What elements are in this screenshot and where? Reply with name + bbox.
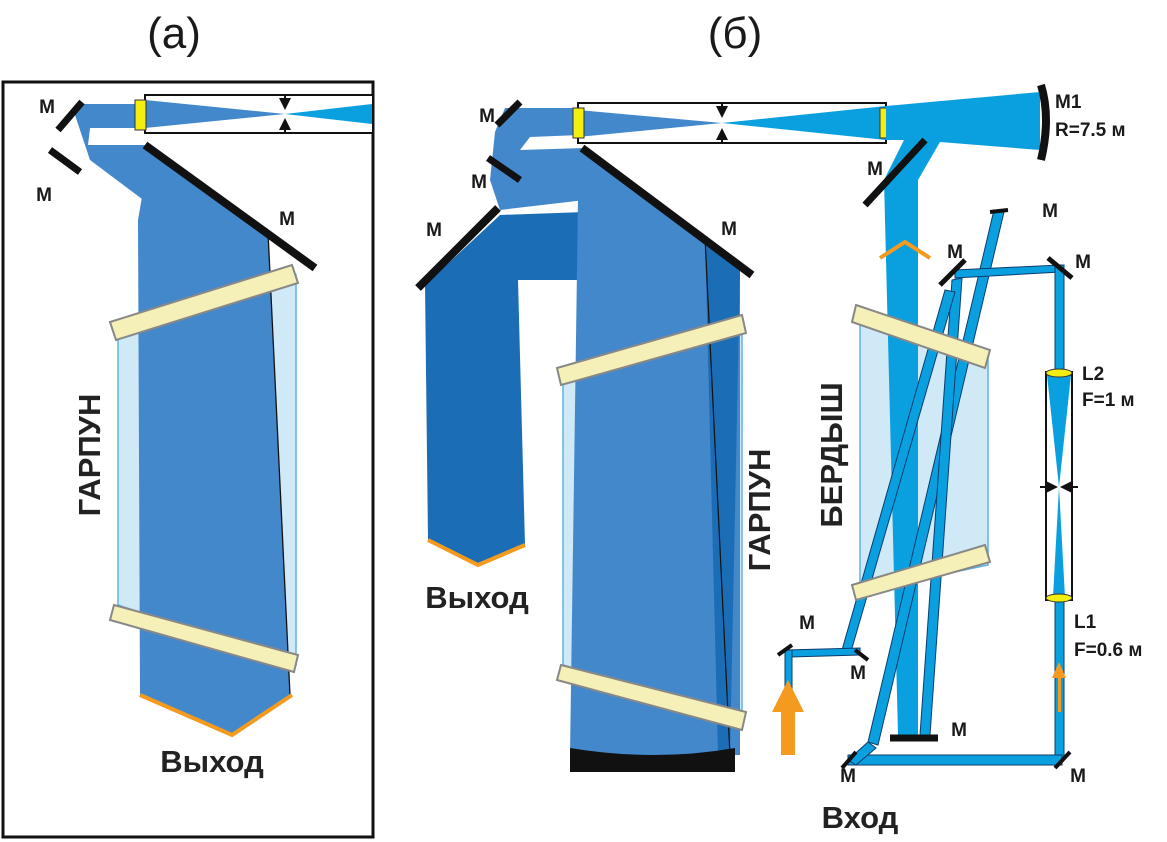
beam-input-left: [785, 647, 861, 658]
mirror-a-1: [55, 99, 85, 133]
mirror-b-7: [1046, 256, 1074, 280]
mirror-a-3-label: M: [279, 209, 295, 230]
panel-b-label: (б): [708, 9, 763, 58]
beam-b-edge: [705, 238, 740, 755]
mirror-b-1-label: M: [479, 106, 495, 127]
output-a-marker: [139, 693, 294, 738]
window-a-top: [108, 263, 300, 342]
l2-focal: F=1 м: [1082, 390, 1135, 411]
output-b-label: Выход: [425, 580, 529, 615]
input-arrow-left: [772, 680, 804, 755]
mirror-b-corner-left: [840, 750, 858, 770]
mirror-b-in-1-label: M: [799, 613, 815, 634]
l1-name: L1: [1074, 612, 1097, 633]
mirror-b-8: [989, 208, 1009, 214]
mirror-garpun-b-bottom: [570, 748, 735, 772]
mirror-b-5: [862, 137, 928, 208]
berdysh-label: БЕРДЫШ: [814, 382, 849, 527]
mirror-b-5-label: M: [867, 159, 883, 180]
l1-focal: F=0.6 м: [1074, 640, 1142, 661]
window-berdysh-top: [850, 303, 992, 370]
orange-chevron: [878, 239, 932, 260]
mirror-b-3-label: M: [721, 219, 737, 240]
lens-b-left: [572, 107, 585, 139]
output-b-marker: [427, 538, 526, 568]
window-b-top: [555, 313, 748, 387]
garpun-label-b: ГАРПУН: [742, 449, 777, 572]
panel-a: (а) M M M ГАРПУН Выход: [1, 9, 375, 839]
window-berdysh-bottom: [850, 543, 992, 602]
mirror-b-corner-right: [1053, 750, 1072, 770]
mirror-b-in-2: [853, 648, 870, 662]
mirror-b-3: [579, 144, 755, 279]
m1-radius: R=7.5 м: [1055, 120, 1126, 141]
beam-bottom-return: [847, 754, 1063, 766]
panel-a-frame: [1, 80, 375, 839]
input-label: Вход: [822, 800, 899, 835]
mirror-b-1: [494, 99, 523, 128]
beam-a-fold: [75, 104, 150, 205]
beam-b-main: [570, 148, 740, 755]
window-b-bottom: [555, 663, 748, 732]
mirror-b-corner-left-label: M: [840, 766, 856, 787]
output-a-label: Выход: [160, 744, 264, 779]
input-arrow-right: [1052, 662, 1066, 712]
mirror-b-4-label: M: [426, 220, 442, 241]
mirror-b-in-1: [776, 643, 794, 657]
mirror-b-8-label: M: [1042, 201, 1058, 222]
mirror-a-2: [47, 147, 83, 175]
garpun-label-a: ГАРПУН: [72, 394, 107, 517]
mirror-m1: [1037, 83, 1050, 161]
panel-a-label: (а): [147, 9, 201, 58]
lens-l2: [1045, 368, 1073, 378]
beam-b-fold: [490, 108, 585, 210]
panel-b: (б): [415, 9, 1142, 835]
l2-name: L2: [1082, 364, 1104, 385]
m1-name: M1: [1055, 92, 1082, 113]
lens-l1: [1045, 593, 1073, 603]
lens-a: [134, 99, 147, 131]
mirror-b-bottom-label: M: [951, 720, 967, 741]
mirror-b-4: [415, 205, 501, 291]
mirror-b-corner-right-label: M: [1070, 766, 1086, 787]
mirror-b-7-label: M: [1075, 252, 1091, 273]
mirror-a-1-label: M: [39, 97, 55, 118]
mirror-b-2: [486, 155, 522, 183]
mirror-b-6: [938, 258, 967, 287]
mirror-a-2-label: M: [36, 185, 52, 206]
mirror-b-2-label: M: [471, 172, 487, 193]
beam-b-output: [425, 212, 585, 565]
mirror-b-6-label: M: [947, 242, 963, 263]
mirror-b-in-2-label: M: [850, 663, 866, 684]
window-a-bottom: [108, 603, 300, 674]
mirror-a-3: [142, 141, 318, 272]
